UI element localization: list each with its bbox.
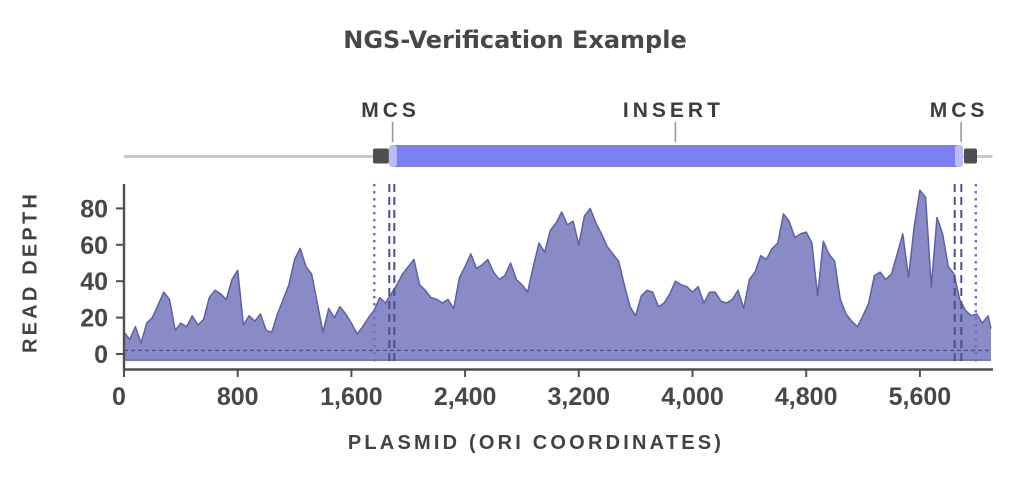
feature-label: INSERT: [623, 99, 724, 122]
x-tick-label: 0: [112, 383, 126, 411]
y-tick-label: 80: [80, 195, 108, 223]
x-tick-label: 800: [217, 383, 259, 411]
mcs-feature-block: [373, 148, 389, 164]
coverage-area: [124, 190, 991, 361]
insert-bar-left-cap: [388, 145, 397, 167]
mcs-feature-block: [964, 148, 977, 164]
y-tick-label: 60: [80, 232, 108, 260]
y-tick-label: 0: [94, 341, 108, 369]
x-tick-label: 4,800: [775, 383, 838, 411]
feature-label: MCS: [361, 99, 420, 122]
insert-feature-bar: [388, 145, 963, 167]
x-axis-title: PLASMID (ORI COORDINATES): [347, 432, 725, 454]
y-tick-label: 20: [80, 305, 108, 333]
x-tick-label: 1,600: [320, 383, 383, 411]
insert-bar-right-cap: [955, 145, 963, 167]
coverage-outline: [123, 189, 992, 344]
x-tick-label: 3,200: [548, 383, 611, 411]
chart-title: NGS-Verification Example: [343, 26, 687, 54]
y-tick-label: 40: [80, 268, 108, 296]
x-tick-label: 5,600: [889, 383, 952, 411]
x-tick-label: 2,400: [434, 383, 497, 411]
feature-label: MCS: [930, 99, 989, 122]
x-tick-label: 4,000: [661, 383, 724, 411]
